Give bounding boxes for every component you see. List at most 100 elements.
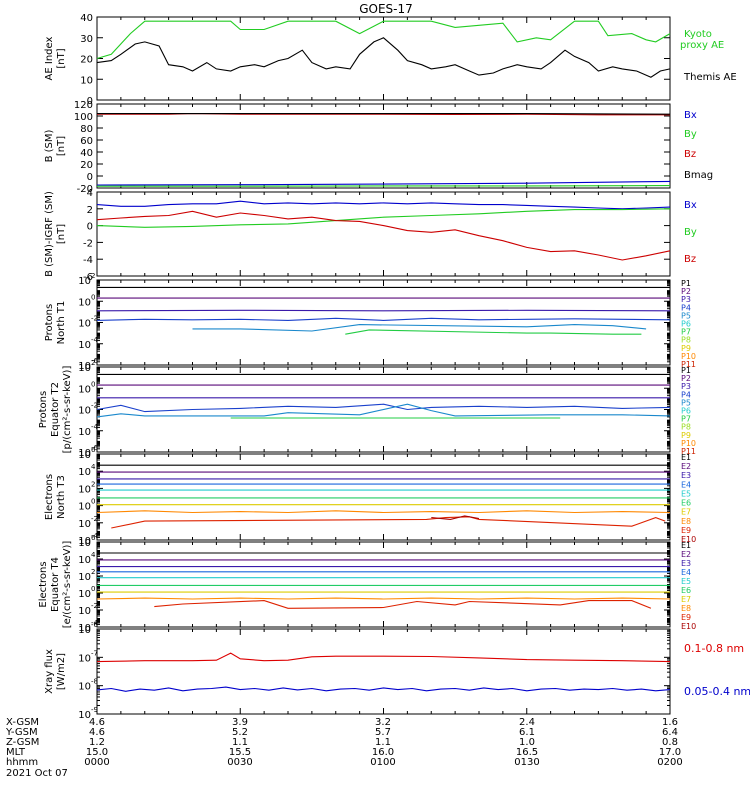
- y-tick-label: 20: [80, 160, 93, 171]
- channel-legend-p10: P10: [681, 439, 696, 448]
- channel-legend-e8: E8: [681, 517, 691, 526]
- footer-value: 0130: [514, 757, 539, 768]
- y-tick-exponent: -4: [91, 532, 99, 540]
- y-tick-label: 10: [78, 502, 91, 513]
- series-p3: [96, 309, 671, 312]
- y-tick-label: 10: [78, 363, 91, 374]
- y-tick-label: 10: [78, 276, 91, 287]
- y-tick-label: 10: [78, 682, 91, 693]
- series-bz: [96, 210, 671, 261]
- y-axis-label: [W/m2]: [56, 653, 67, 690]
- y-tick-label: -4: [83, 255, 93, 266]
- y-tick-label: 10: [78, 623, 91, 634]
- y-axis-label: AE Index: [44, 36, 55, 80]
- panel-frame: [96, 16, 671, 101]
- footer-value: 0000: [84, 757, 109, 768]
- footer-value: 2.4: [519, 717, 535, 728]
- footer-value: 6.4: [662, 727, 678, 738]
- y-tick-label: 100: [74, 112, 93, 123]
- footer-value: 0200: [657, 757, 682, 768]
- y-tick-exponent: -4: [91, 336, 99, 344]
- y-tick-exponent: 0: [91, 498, 95, 506]
- channel-legend-p7: P7: [681, 415, 691, 424]
- y-tick-label: 10: [78, 625, 91, 636]
- legend-bx: Bx: [684, 110, 697, 121]
- channel-legend-p2: P2: [681, 374, 691, 383]
- y-tick-label: 0: [87, 96, 93, 107]
- channel-legend-e3: E3: [681, 559, 691, 568]
- y-axis-label: North T1: [56, 301, 67, 345]
- series-bx: [96, 180, 671, 186]
- y-tick-label: 10: [78, 467, 91, 478]
- footer-value: 16.0: [372, 747, 394, 758]
- y-tick-exponent: -2: [91, 515, 98, 523]
- channel-legend-p1: P1: [681, 279, 691, 288]
- y-tick-label: -20: [77, 184, 93, 195]
- series-p4: [96, 403, 671, 413]
- channel-legend-p6: P6: [681, 407, 691, 416]
- channel-legend-p2: P2: [681, 287, 691, 296]
- panel-frame: [96, 279, 671, 366]
- y-tick-label: 10: [78, 484, 91, 495]
- channel-legend-e4: E4: [681, 568, 691, 577]
- y-tick-exponent: -2: [91, 402, 98, 410]
- footer-value: 1.2: [89, 737, 105, 748]
- panel-frame: [96, 453, 671, 541]
- channel-legend-e2: E2: [681, 462, 691, 471]
- y-axis-label: [e/(cm²-s-sr-keV)]: [62, 541, 73, 629]
- channel-legend-p4: P4: [681, 390, 691, 399]
- footer-label-z-gsm: Z-GSM: [6, 737, 39, 748]
- y-tick-label: 10: [78, 710, 91, 721]
- y-tick-label: -2: [83, 238, 93, 249]
- y-tick-exponent: 0: [91, 585, 95, 593]
- y-axis-label: Electrons: [44, 474, 55, 520]
- y-tick-label: 10: [78, 519, 91, 530]
- y-tick-exponent: 2: [91, 359, 95, 367]
- channel-legend-p3: P3: [681, 295, 691, 304]
- legend-proxy-ae: proxy AE: [680, 40, 724, 51]
- y-axis-label: Equator T2: [50, 382, 61, 437]
- y-tick-label: 4: [87, 188, 93, 199]
- footer-value: 0.8: [662, 737, 678, 748]
- legend-bz: Bz: [684, 149, 696, 160]
- y-tick-label: 10: [78, 340, 91, 351]
- footer-value: 1.1: [375, 737, 391, 748]
- footer-value: 1.1: [232, 737, 248, 748]
- y-tick-exponent: 0: [91, 380, 95, 388]
- y-tick-exponent: 4: [91, 463, 96, 471]
- legend-bx: Bx: [684, 200, 697, 211]
- channel-legend-p1: P1: [681, 366, 691, 375]
- footer-value: 0100: [370, 757, 395, 768]
- y-tick-label: -6: [83, 272, 93, 283]
- channel-legend-e5: E5: [681, 489, 691, 498]
- channel-legend-e5: E5: [681, 577, 691, 586]
- series-p5: [192, 324, 647, 332]
- y-tick-exponent: 2: [91, 568, 95, 576]
- y-tick-exponent: -7: [91, 649, 98, 657]
- y-axis-label: [nT]: [56, 136, 67, 156]
- footer-value: 0030: [227, 757, 252, 768]
- y-tick-label: 10: [78, 297, 91, 308]
- y-tick-exponent: -2: [91, 315, 98, 323]
- y-axis-label: [nT]: [56, 48, 67, 68]
- footer-value: 6.1: [519, 727, 535, 738]
- channel-legend-e6: E6: [681, 499, 691, 508]
- channel-legend-e7: E7: [681, 595, 691, 604]
- footer-label-hhmm: hhmm: [6, 757, 38, 768]
- legend-by: By: [684, 129, 697, 140]
- channel-legend-e6: E6: [681, 586, 691, 595]
- footer-value: 5.2: [232, 727, 248, 738]
- y-tick-exponent: 4: [91, 551, 96, 559]
- panel-frame: [96, 541, 671, 628]
- footer-date: 2021 Oct 07: [6, 768, 68, 779]
- y-tick-label: 80: [80, 124, 93, 135]
- legend-0-05-0-4-nm: 0.05-0.4 nm: [684, 685, 750, 698]
- channel-legend-e10: E10: [681, 622, 696, 631]
- channel-legend-p11: P11: [681, 447, 696, 456]
- y-axis-label: North T3: [56, 475, 67, 519]
- y-tick-exponent: 0: [91, 293, 95, 301]
- y-tick-exponent: -6: [91, 444, 99, 452]
